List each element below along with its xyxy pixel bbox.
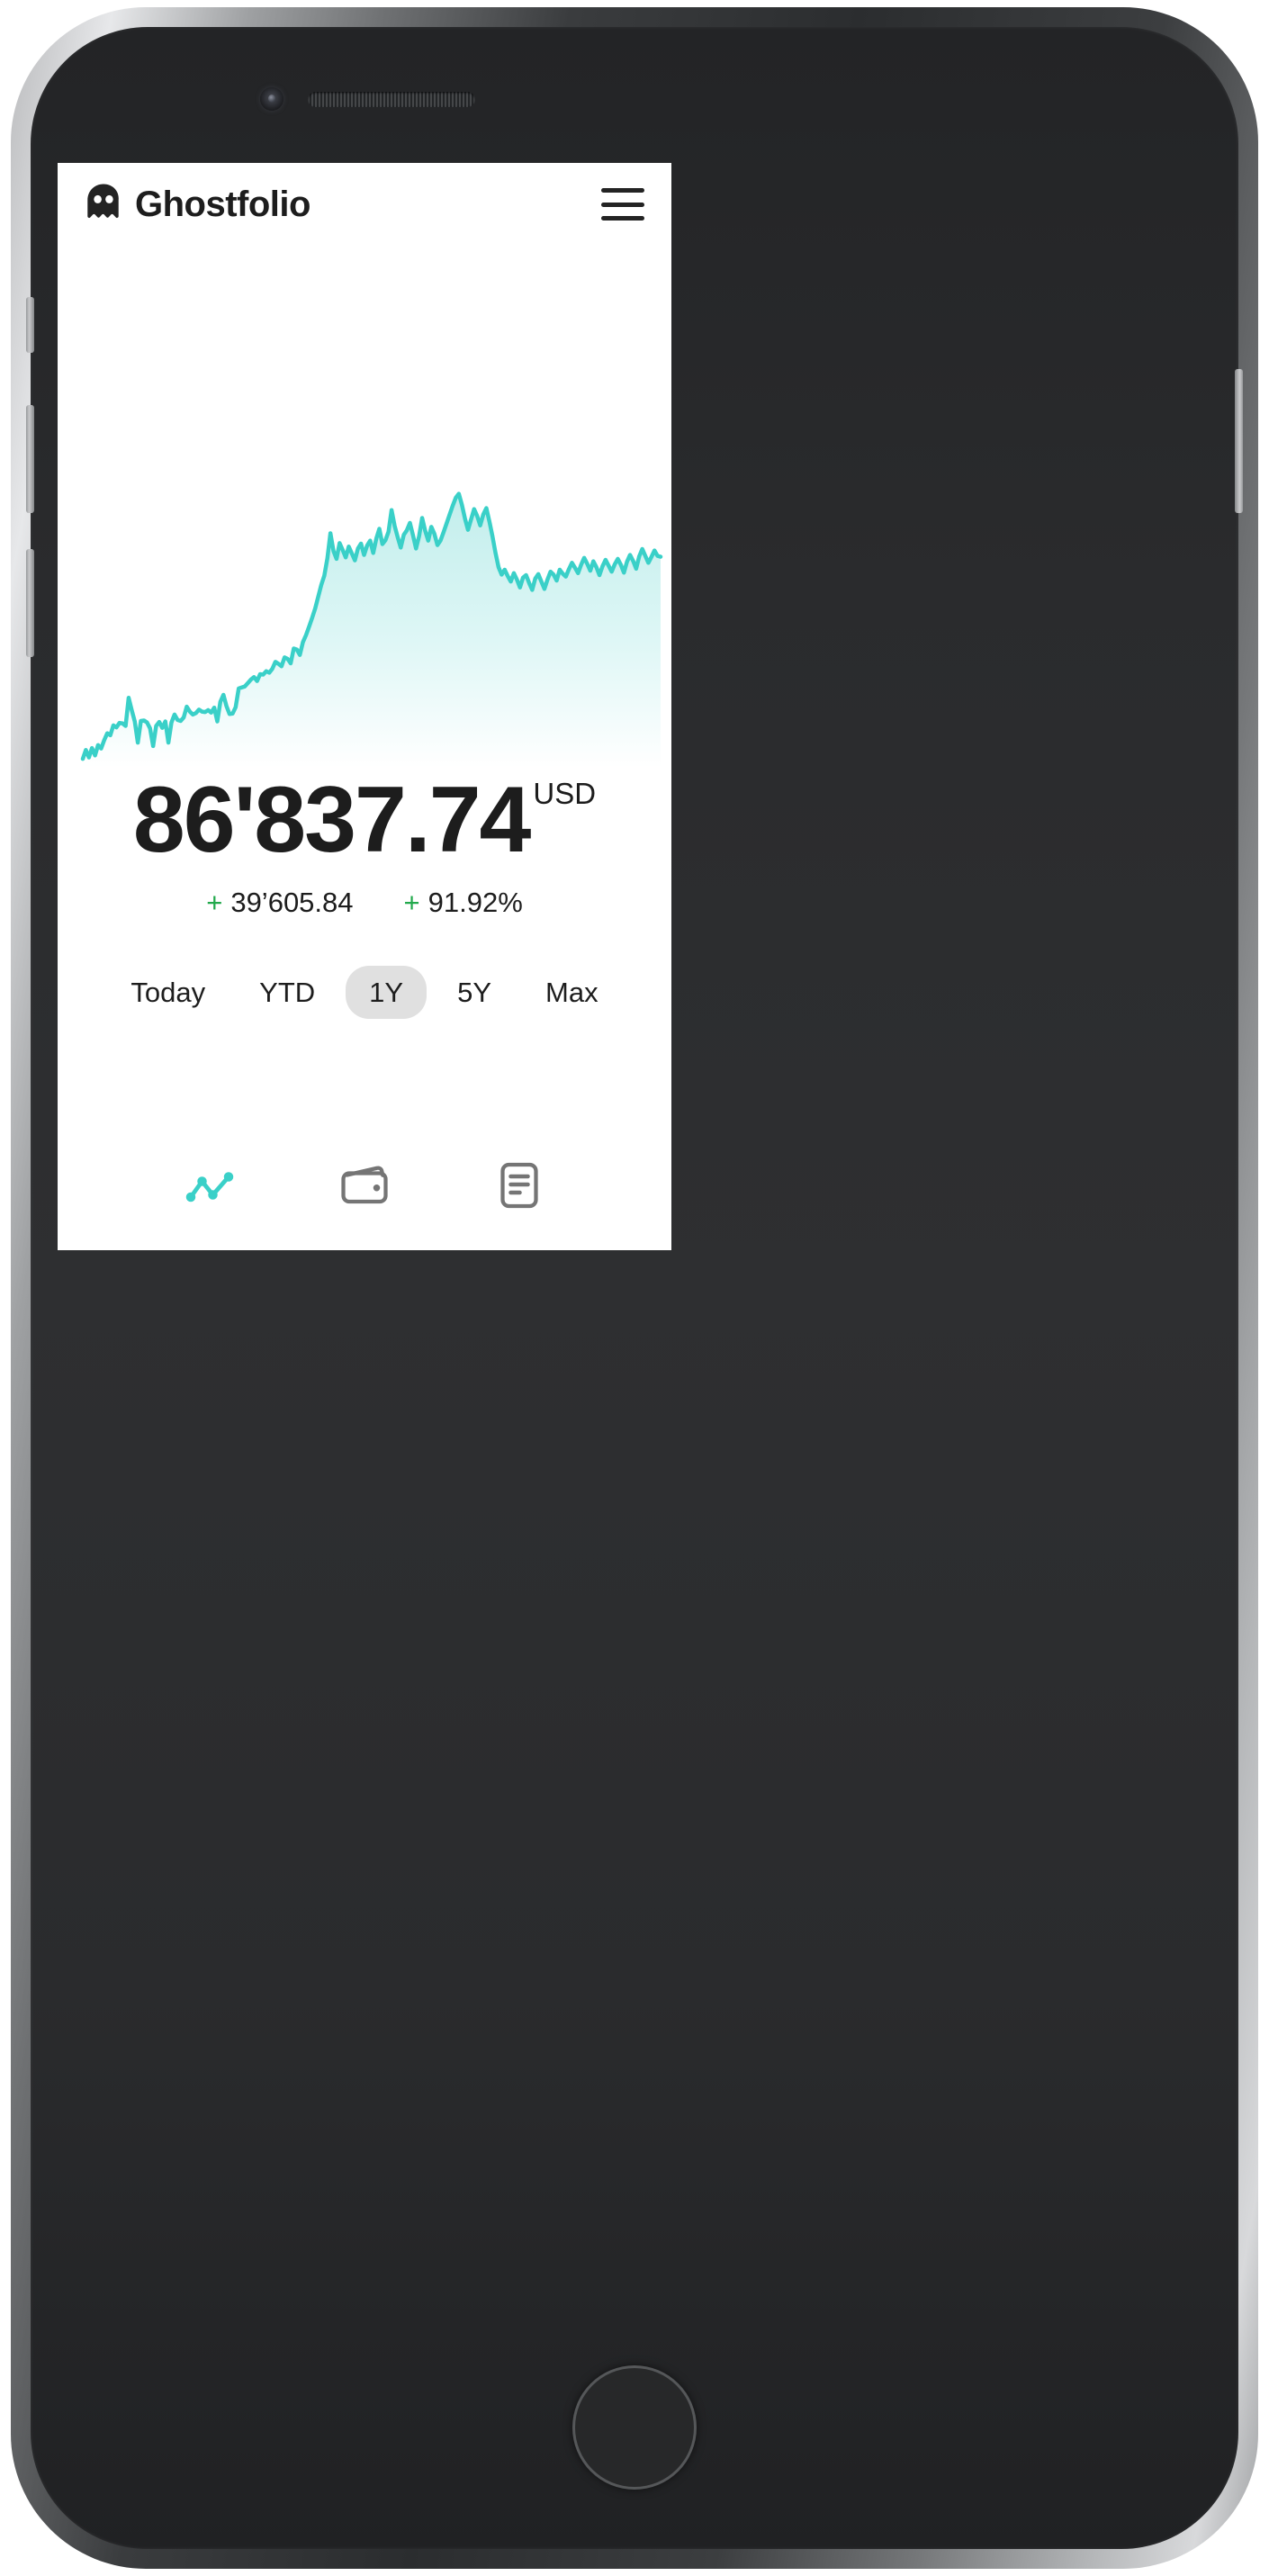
range-tab-1y[interactable]: 1Y bbox=[346, 966, 428, 1019]
app-screen: Ghostfolio bbox=[58, 163, 671, 1250]
portfolio-value-block: 86'837.74 USD + 39’605.84 + 91.92% bbox=[58, 773, 671, 919]
volume-up-button[interactable] bbox=[26, 405, 34, 513]
portfolio-amount: 86'837.74 bbox=[132, 768, 532, 872]
volume-down-button[interactable] bbox=[26, 549, 34, 657]
change-absolute: + 39’605.84 bbox=[206, 887, 353, 919]
chart-area-fill bbox=[83, 493, 661, 768]
app-main: 86'837.74 USD + 39’605.84 + 91.92% bbox=[58, 246, 671, 1250]
range-tab-today[interactable]: Today bbox=[130, 977, 206, 1008]
hamburger-bar bbox=[601, 202, 644, 207]
range-tab-5y[interactable]: 5Y bbox=[457, 977, 491, 1008]
app-header: Ghostfolio bbox=[58, 163, 671, 246]
range-tab-max[interactable]: Max bbox=[545, 977, 598, 1008]
change-absolute-sign: + bbox=[206, 887, 223, 918]
portfolio-value-row: 86'837.74 USD bbox=[133, 773, 596, 867]
hamburger-bar bbox=[601, 216, 644, 221]
wallet-icon bbox=[338, 1158, 392, 1217]
change-absolute-value: 39’605.84 bbox=[230, 887, 354, 918]
hamburger-menu-icon[interactable] bbox=[601, 188, 644, 221]
earpiece-speaker-icon bbox=[308, 92, 475, 107]
change-percent-value: 91.92% bbox=[428, 887, 523, 918]
document-text-icon bbox=[492, 1158, 546, 1217]
chart-svg bbox=[80, 491, 663, 768]
nav-item-activities[interactable] bbox=[486, 1154, 553, 1220]
front-camera-icon bbox=[260, 87, 284, 111]
change-percent-sign: + bbox=[403, 887, 420, 918]
power-button[interactable] bbox=[1235, 369, 1243, 513]
chart-line bbox=[80, 491, 663, 761]
portfolio-change-row: + 39’605.84 + 91.92% bbox=[58, 887, 671, 919]
nav-item-portfolio[interactable] bbox=[331, 1154, 398, 1220]
range-tab-ytd[interactable]: YTD bbox=[259, 977, 316, 1008]
phone-frame: Ghostfolio bbox=[11, 7, 1258, 2569]
bottom-navigation[interactable] bbox=[58, 1144, 671, 1230]
brand-name: Ghostfolio bbox=[135, 185, 310, 224]
ghost-logo-icon bbox=[85, 183, 122, 227]
silent-switch-button[interactable] bbox=[26, 297, 34, 353]
hamburger-bar bbox=[601, 188, 644, 193]
portfolio-performance-chart[interactable] bbox=[58, 482, 671, 768]
brand[interactable]: Ghostfolio bbox=[85, 183, 310, 227]
phone-body: Ghostfolio bbox=[26, 27, 1243, 2549]
nav-item-overview[interactable] bbox=[176, 1154, 243, 1220]
analytics-line-chart-icon bbox=[183, 1158, 237, 1217]
date-range-tabs[interactable]: Today YTD 1Y 5Y Max bbox=[58, 966, 671, 1019]
change-percent: + 91.92% bbox=[404, 887, 523, 919]
portfolio-currency: USD bbox=[533, 777, 597, 810]
home-button[interactable] bbox=[572, 2365, 697, 2490]
